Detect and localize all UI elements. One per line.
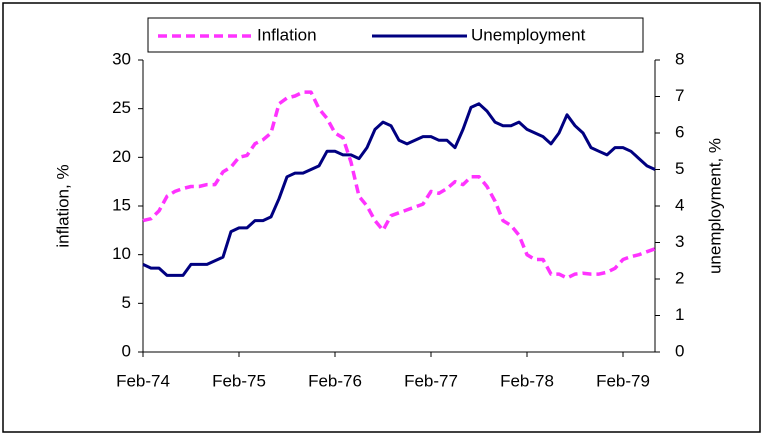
- y-tick-label: 10: [112, 244, 131, 263]
- x-tick-label: Feb-76: [308, 371, 362, 390]
- x-tick-label: Feb-77: [404, 371, 458, 390]
- y2-tick-label: 6: [675, 122, 684, 141]
- y2-tick-label: 0: [675, 341, 684, 360]
- x-tick-label: Feb-75: [212, 371, 266, 390]
- y2-tick-label: 1: [675, 305, 684, 324]
- legend-label: Unemployment: [471, 25, 586, 44]
- y2-tick-label: 2: [675, 268, 684, 287]
- legend-label: Inflation: [257, 25, 317, 44]
- y2-tick-label: 3: [675, 232, 684, 251]
- y-tick-label: 25: [112, 98, 131, 117]
- y-tick-label: 20: [112, 147, 131, 166]
- y2-tick-label: 4: [675, 195, 684, 214]
- y2-tick-label: 7: [675, 86, 684, 105]
- y-tick-label: 0: [122, 341, 131, 360]
- y2-tick-label: 5: [675, 159, 684, 178]
- x-tick-label: Feb-78: [500, 371, 554, 390]
- x-tick-label: Feb-74: [116, 371, 170, 390]
- y-tick-label: 5: [122, 293, 131, 312]
- series-line: [142, 102, 656, 277]
- y2-tick-label: 8: [675, 49, 684, 68]
- series-line: [142, 90, 656, 280]
- y-axis-title: inflation, %: [53, 164, 72, 247]
- y-tick-label: 15: [112, 195, 131, 214]
- y2-axis-title: unemployment, %: [705, 138, 724, 274]
- x-tick-label: Feb-79: [596, 371, 650, 390]
- y-tick-label: 30: [112, 49, 131, 68]
